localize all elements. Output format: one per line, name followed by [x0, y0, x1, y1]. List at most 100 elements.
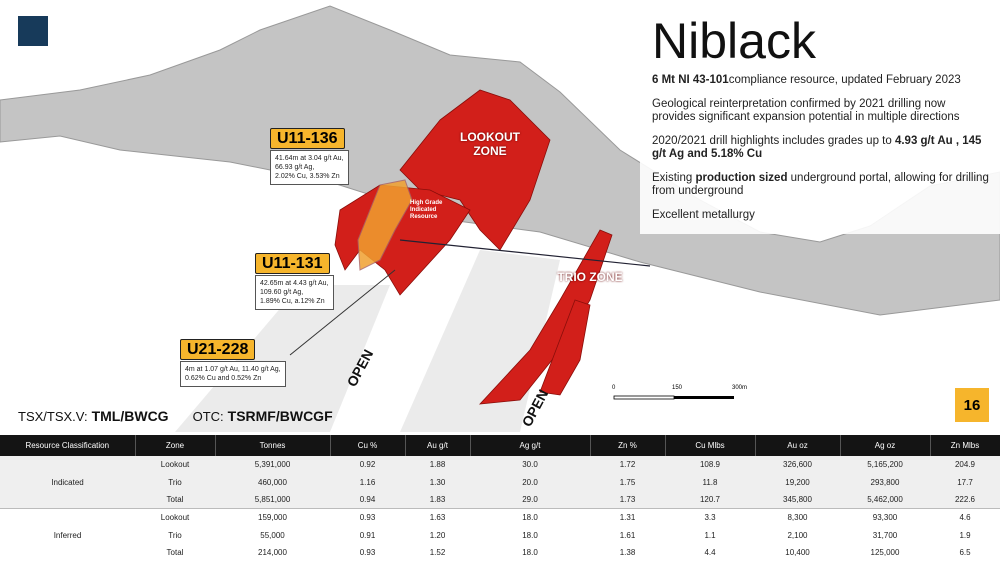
title: Niblack [652, 13, 816, 69]
table-cell: 4.4 [704, 548, 716, 558]
callout-line: 2.02% Cu, 3.53% Zn [275, 173, 340, 180]
zone-label: TRIO ZONE [557, 270, 623, 284]
bullet: 6 Mt NI 43-101compliance resource, updat… [652, 74, 992, 87]
scale-label: 150 [672, 385, 683, 391]
bullet: Existing production sized underground po… [652, 172, 992, 198]
bullet-text: 6 Mt NI 43-101 [652, 74, 729, 86]
ticker-code: TSRMF/BWCGF [227, 408, 333, 424]
table-cell: 1.31 [590, 508, 665, 527]
ticker-code: TML/BWCG [91, 408, 169, 424]
ticker-label: OTC: [192, 409, 224, 424]
bullet-text: 2020/2021 drill highlights includes grad… [652, 135, 895, 147]
bullet-text: Excellent metallurgy [652, 209, 755, 221]
table-cell: 1.38 [619, 548, 636, 558]
table-cell: 1.63 [405, 508, 470, 527]
table-cell: Lookout [135, 508, 215, 527]
table-cell: 0.92 [330, 456, 405, 474]
column-header: Au g/t [405, 435, 471, 456]
table-cell: 1.20 [429, 530, 446, 540]
table-row: Inferred Lookout 159,000 0.93 1.63 18.0 1.31 3.… [0, 508, 1000, 562]
bullet-text: production sized [695, 172, 788, 184]
callout-line: 4m at 1.07 g/t Au, 11.40 g/t Ag, [185, 366, 281, 373]
table-cell: 5,165,200 [840, 456, 930, 474]
table-cell: 5,391,000 [215, 456, 330, 474]
table-cell: 222.6 [930, 491, 1000, 509]
table-cell: 11.8 [665, 473, 755, 492]
table-cell: 4.6 [930, 508, 1000, 527]
table-cell: 214,000 [258, 548, 287, 558]
table-cell: 1.30 [405, 473, 470, 492]
table-cell: 30.0 [470, 456, 590, 474]
table-cell: 0.93 [359, 548, 376, 558]
table-cell: 1.16 [330, 473, 405, 492]
table-cell: 17.7 [930, 473, 1000, 492]
scale-label: 300m [732, 385, 748, 391]
zone-label: LOOKOUT ZONE [460, 130, 520, 158]
bullet-text: compliance resource, updated February 20… [728, 74, 961, 86]
table-row: Total 214,000 0.93 1.52 18.0 1.38 4.4 10,400 125… [0, 544, 1000, 562]
scale-bar [613, 395, 734, 400]
table-cell: 108.9 [665, 456, 755, 474]
table-cell: 1.61 [619, 530, 636, 540]
bullet-text: underground portal, allowing for drillin… [652, 172, 989, 197]
table-cell: 29.0 [470, 491, 590, 509]
table-cell: 10,400 [785, 548, 810, 558]
table-cell: 3.3 [665, 508, 755, 527]
column-header: Cu Mlbs [665, 435, 756, 456]
table-cell: 345,800 [755, 491, 840, 509]
callout-id: U11-131 [255, 253, 330, 274]
callout-line: 0.62% Cu and 0.52% Zn [185, 375, 262, 382]
column-header: Zn Mlbs [930, 435, 1000, 456]
callout: U11-136 41.64m at 3.04 g/t Au, 66.93 g/t A… [270, 128, 349, 185]
table-cell: 31,700 [872, 530, 898, 540]
table-row: Trio 55,000 0.91 1.20 18.0 1.61 1.1 2,100 31,700… [0, 526, 1000, 544]
table-cell: 460,000 [215, 473, 330, 492]
callout-details: 42.65m at 4.43 g/t Au, 109.60 g/t Ag, 1.89… [255, 275, 334, 310]
bullet: 2020/2021 drill highlights includes grad… [652, 135, 992, 161]
column-header: Resource Classification [0, 435, 136, 456]
callout-line: 66.93 g/t Ag, [275, 164, 315, 171]
high-grade-label: High Grade Indicated Resource [410, 200, 443, 220]
table-cell: Lookout [135, 456, 215, 474]
table-cell: 204.9 [930, 456, 1000, 474]
table-cell: 18.0 [470, 508, 590, 527]
table-row: Indicated Lookout 5,391,000 0.92 1.88 30.0 1.7… [0, 456, 1000, 509]
drill-trace [399, 239, 651, 267]
column-header: Cu % [330, 435, 406, 456]
callout-id: U21-228 [180, 339, 256, 360]
resource-table: Resource Classification Zone Tonnes Cu % Au … [0, 435, 1000, 562]
table-cell: 326,600 [755, 456, 840, 474]
table-cell: 5,462,000 [840, 491, 930, 509]
table-row: Total 5,851,000 0.94 1.83 29.0 1.73 120.7 345,8… [0, 491, 1000, 509]
table-cell: 1.72 [590, 456, 665, 474]
table-cell: 1.52 [429, 548, 446, 558]
column-header: Zn % [590, 435, 666, 456]
leader-line [289, 269, 396, 356]
callout-line: 1.89% Cu, a.12% Zn [260, 298, 325, 305]
table-cell: 1.9 [959, 530, 971, 540]
table-cell: 19,200 [755, 473, 840, 492]
table-cell: 120.7 [665, 491, 755, 509]
table-cell: 1.88 [405, 456, 470, 474]
column-header: Zone [135, 435, 216, 456]
column-header: Ag oz [840, 435, 931, 456]
callout: U11-131 42.65m at 4.43 g/t Au, 109.60 g/t … [255, 253, 334, 310]
table-cell: 2,100 [787, 530, 808, 540]
callout-details: 41.64m at 3.04 g/t Au, 66.93 g/t Ag, 2.02%… [270, 150, 349, 185]
table-cell: 5,851,000 [215, 491, 330, 509]
bullet-text: Geological reinterpretation confirmed by… [652, 98, 960, 123]
classification-cell: Indicated [0, 456, 135, 509]
callout: U21-228 4m at 1.07 g/t Au, 11.40 g/t Ag, 0… [180, 339, 286, 387]
table-cell: Total [135, 491, 215, 509]
bullet: Excellent metallurgy [652, 209, 992, 222]
callout-details: 4m at 1.07 g/t Au, 11.40 g/t Ag, 0.62% Cu… [180, 361, 286, 387]
table-cell: 1.75 [590, 473, 665, 492]
table-cell: 8,300 [755, 508, 840, 527]
column-header: Tonnes [215, 435, 331, 456]
page-number: 16 [955, 388, 989, 422]
table-cell: 18.0 [522, 530, 538, 540]
classification-cell: Inferred [0, 508, 135, 562]
map-graphic [0, 5, 1000, 432]
column-header: Au oz [755, 435, 841, 456]
